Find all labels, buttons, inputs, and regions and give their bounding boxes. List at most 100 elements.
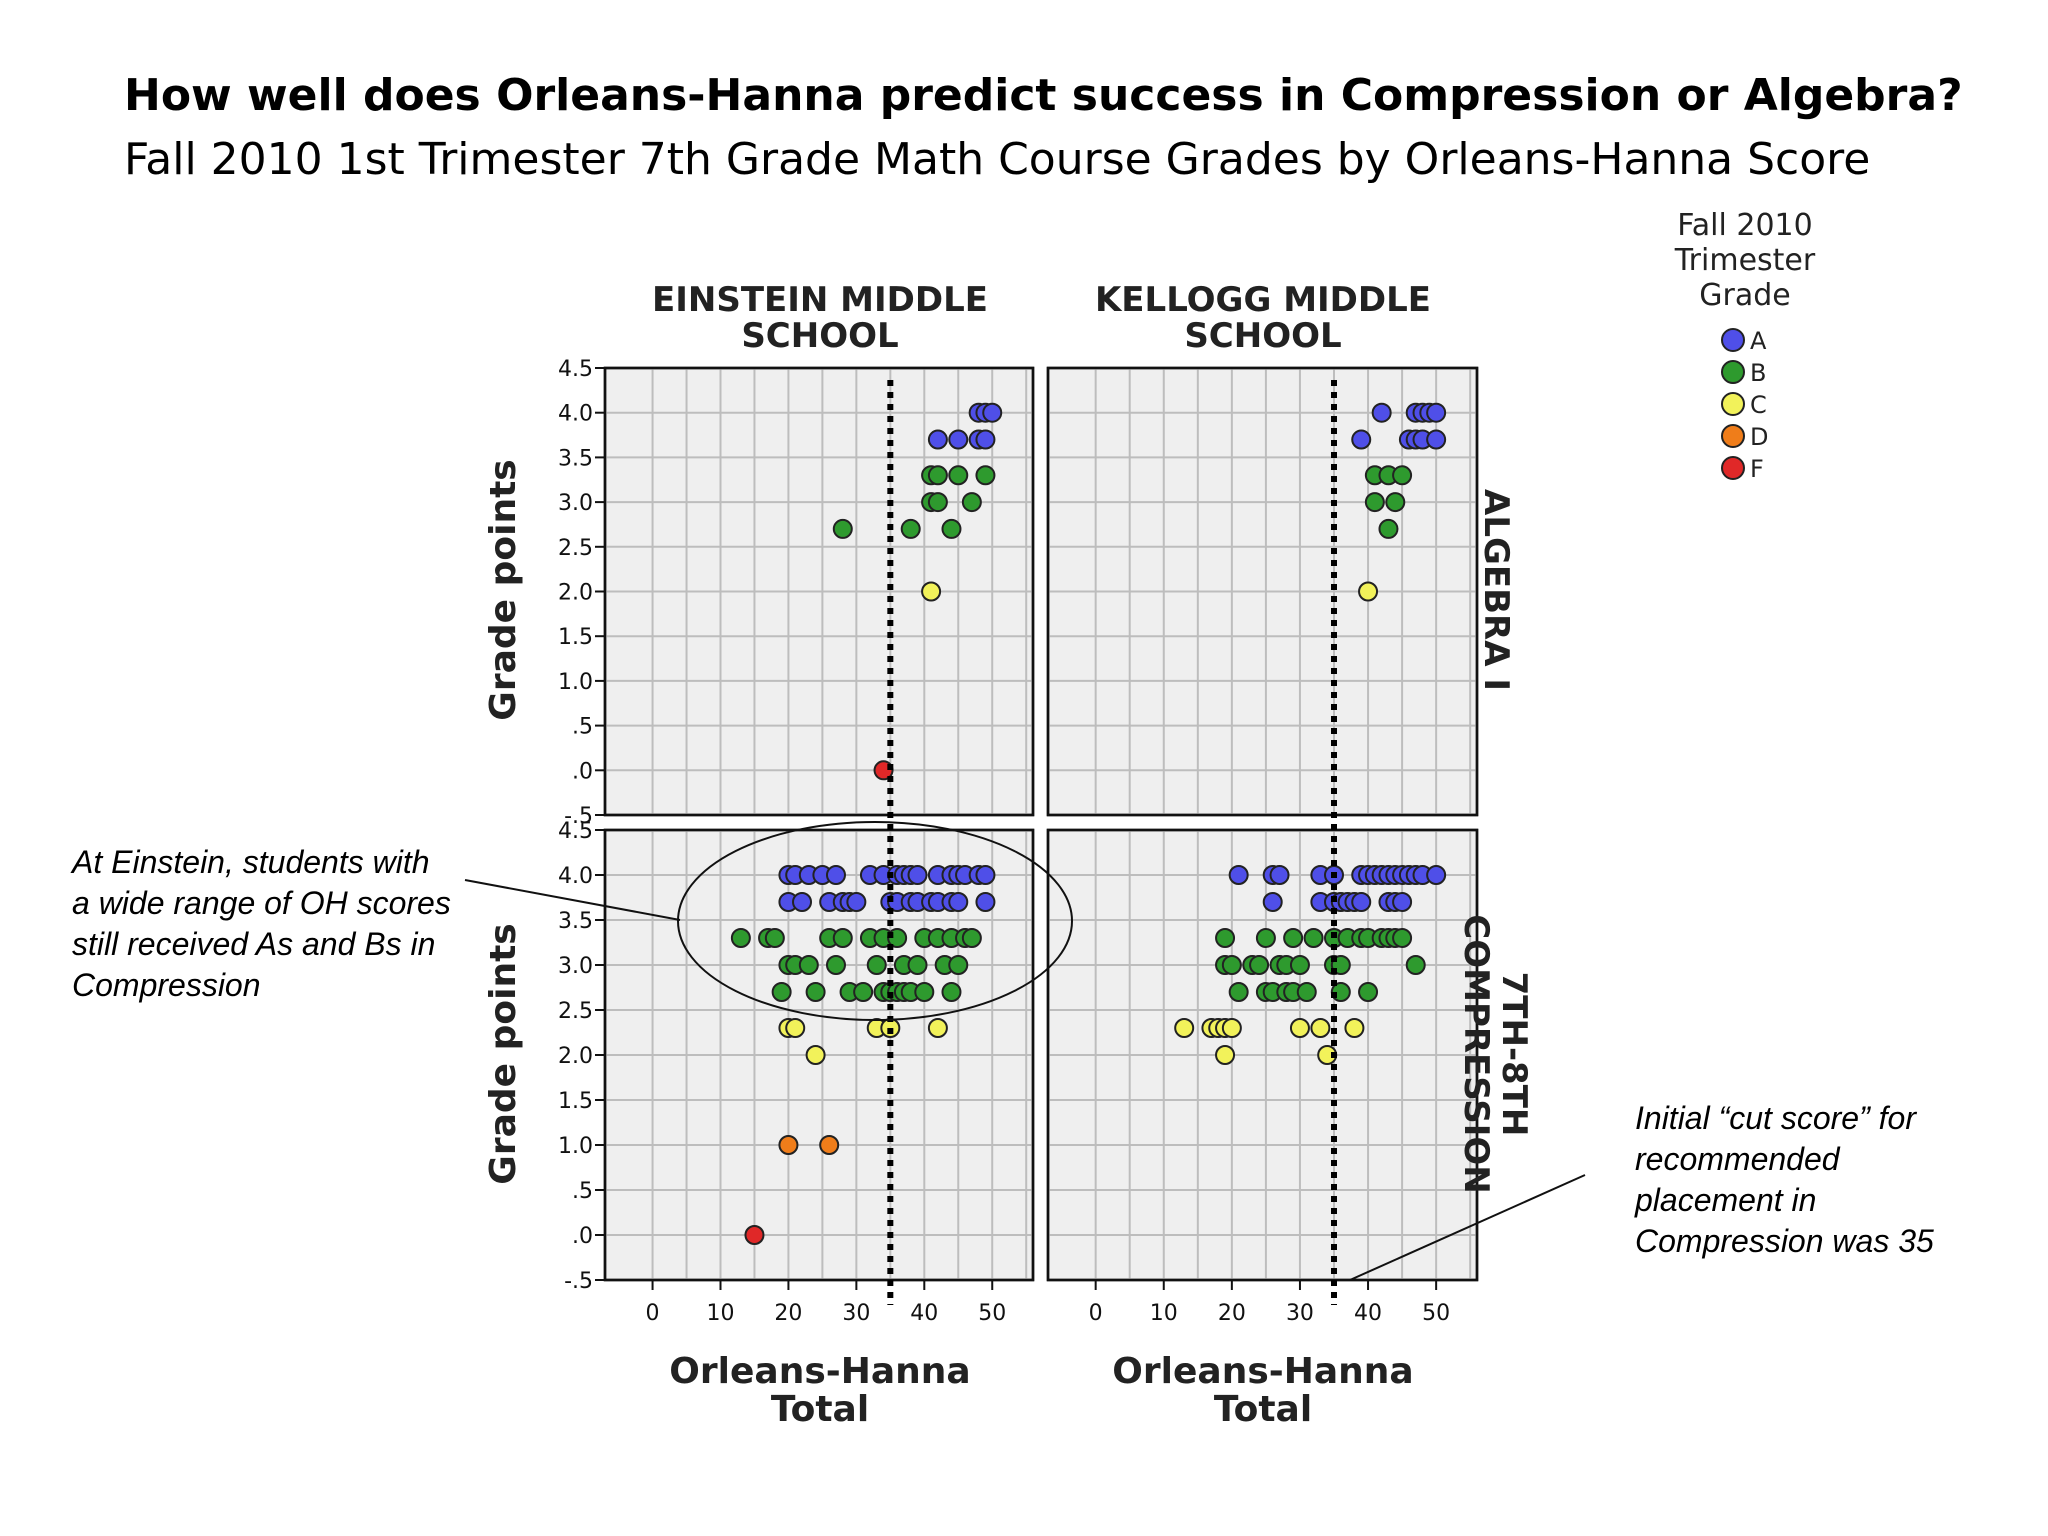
data-point-grade-c: [1344, 1018, 1365, 1038]
data-point-grade-a: [982, 402, 1003, 423]
data-point-grade-b: [1255, 928, 1276, 948]
panel-frame: [1046, 366, 1479, 817]
x-axis-title-right: Orleans-Hanna Total: [1112, 1351, 1413, 1430]
legend-title: Fall 2010 Trimester Grade: [1674, 208, 1816, 313]
annotation-einstein-range: At Einstein, students with a wide range …: [72, 844, 451, 1003]
legend-label-a: A: [1750, 327, 1767, 355]
row-header-compression: 7TH-8THCOMPRESSION: [1456, 914, 1534, 1193]
legend-label-d: D: [1750, 423, 1768, 451]
left-annotation-pointer: [464, 879, 681, 921]
data-point-grade-b: [1296, 982, 1317, 1002]
y-tick-label: 2.5: [558, 536, 593, 561]
data-point-grade-a: [1426, 402, 1447, 423]
y-tick-label: 3.5: [558, 909, 593, 934]
x-tick-label: 50: [1422, 1301, 1450, 1326]
y-tick-label: 1.5: [558, 1089, 593, 1114]
data-point-grade-f: [744, 1225, 765, 1245]
data-point-grade-b: [914, 982, 935, 1002]
data-point-grade-b: [941, 982, 962, 1002]
data-point-grade-a: [975, 865, 996, 885]
y-tick-label: 3.0: [558, 491, 593, 516]
y-tick-label: 3.0: [558, 954, 593, 979]
x-tick-label: 20: [774, 1301, 802, 1326]
slide-title: How well does Orleans-Hanna predict succ…: [124, 70, 1963, 121]
data-point-grade-b: [1249, 955, 1270, 975]
legend-swatch-f: [1721, 456, 1745, 480]
data-point-grade-a: [1392, 892, 1413, 912]
legend-label-c: C: [1750, 391, 1767, 419]
legend-label-b: B: [1750, 359, 1766, 387]
data-point-grade-b: [1378, 518, 1399, 539]
data-point-grade-b: [948, 955, 969, 975]
data-point-grade-a: [1371, 402, 1392, 423]
data-point-grade-c: [1310, 1018, 1331, 1038]
panel-kellogg-algebra: [1046, 366, 1479, 821]
data-point-grade-b: [961, 928, 982, 948]
data-point-grade-b: [730, 928, 751, 948]
y-tick-label: .0: [572, 759, 593, 784]
data-point-grade-d: [778, 1135, 799, 1155]
data-point-grade-a: [948, 892, 969, 912]
data-point-grade-c: [921, 581, 942, 602]
x-tick-label: 30: [1286, 1301, 1314, 1326]
chart-panels: 4.54.03.53.02.52.01.51.0.5.0-.54.54.03.5…: [558, 357, 1479, 1326]
x-tick-label: 20: [1218, 1301, 1246, 1326]
panel-frame: [1046, 828, 1479, 1282]
data-point-grade-c: [1215, 1045, 1236, 1065]
data-point-grade-b: [1221, 955, 1242, 975]
highlight-ellipse: [677, 821, 1073, 1021]
data-point-grade-c: [1358, 581, 1379, 602]
x-tick-label: 40: [1354, 1301, 1382, 1326]
legend-swatch-b: [1721, 360, 1745, 384]
row-header-algebra: ALGEBRA I: [1476, 489, 1516, 691]
data-point-grade-b: [975, 465, 996, 486]
y-tick-label: .0: [572, 1224, 593, 1249]
data-point-grade-b: [853, 982, 874, 1002]
data-point-grade-b: [1289, 955, 1310, 975]
x-tick-label: 40: [910, 1301, 938, 1326]
data-point-grade-b: [1228, 982, 1249, 1002]
data-point-grade-b: [825, 955, 846, 975]
x-tick-label: 10: [706, 1301, 734, 1326]
data-point-grade-b: [805, 982, 826, 1002]
data-point-grade-b: [1303, 928, 1324, 948]
slide-subtitle: Fall 2010 1st Trimester 7th Grade Math C…: [124, 134, 1871, 184]
data-point-grade-a: [975, 892, 996, 912]
x-tick-label: 0: [1089, 1301, 1103, 1326]
data-point-grade-b: [907, 955, 928, 975]
data-point-grade-b: [1405, 955, 1426, 975]
data-point-grade-b: [1392, 465, 1413, 486]
panel-einstein-algebra: 4.5 4.0 3.5 3.0 2.5 2.0 1.5 1.0 .5 .0 -.5: [558, 357, 1035, 829]
data-point-grade-c: [1221, 1018, 1242, 1038]
data-point-grade-b: [941, 518, 962, 539]
y-axis-title-bottom: Grade points: [483, 923, 524, 1184]
data-point-grade-b: [1392, 928, 1413, 948]
data-point-grade-d: [819, 1135, 840, 1155]
x-tick-label: 10: [1150, 1301, 1178, 1326]
data-point-grade-a: [1262, 892, 1283, 912]
data-point-grade-b: [961, 492, 982, 513]
data-point-grade-b: [832, 928, 853, 948]
data-point-grade-c: [785, 1018, 806, 1038]
data-point-grade-a: [825, 865, 846, 885]
panel-kellogg-compression: 0 10 20 30 40 50: [1046, 824, 1479, 1326]
x-tick-label: 30: [842, 1301, 870, 1326]
y-tick-label: 2.0: [558, 1044, 593, 1069]
data-point-grade-b: [927, 492, 948, 513]
y-tick-label: -.5: [564, 1269, 593, 1294]
data-point-grade-a: [927, 429, 948, 450]
y-tick-label: 1.0: [558, 1134, 593, 1159]
data-point-grade-a: [1269, 865, 1290, 885]
data-point-grade-b: [1385, 492, 1406, 513]
data-point-grade-b: [798, 955, 819, 975]
data-point-grade-b: [900, 518, 921, 539]
data-point-grade-a: [975, 429, 996, 450]
data-point-grade-b: [1215, 928, 1236, 948]
data-point-grade-b: [832, 518, 853, 539]
data-point-grade-b: [771, 982, 792, 1002]
data-point-grade-a: [1351, 892, 1372, 912]
data-point-grade-a: [948, 429, 969, 450]
data-point-grade-b: [1358, 982, 1379, 1002]
